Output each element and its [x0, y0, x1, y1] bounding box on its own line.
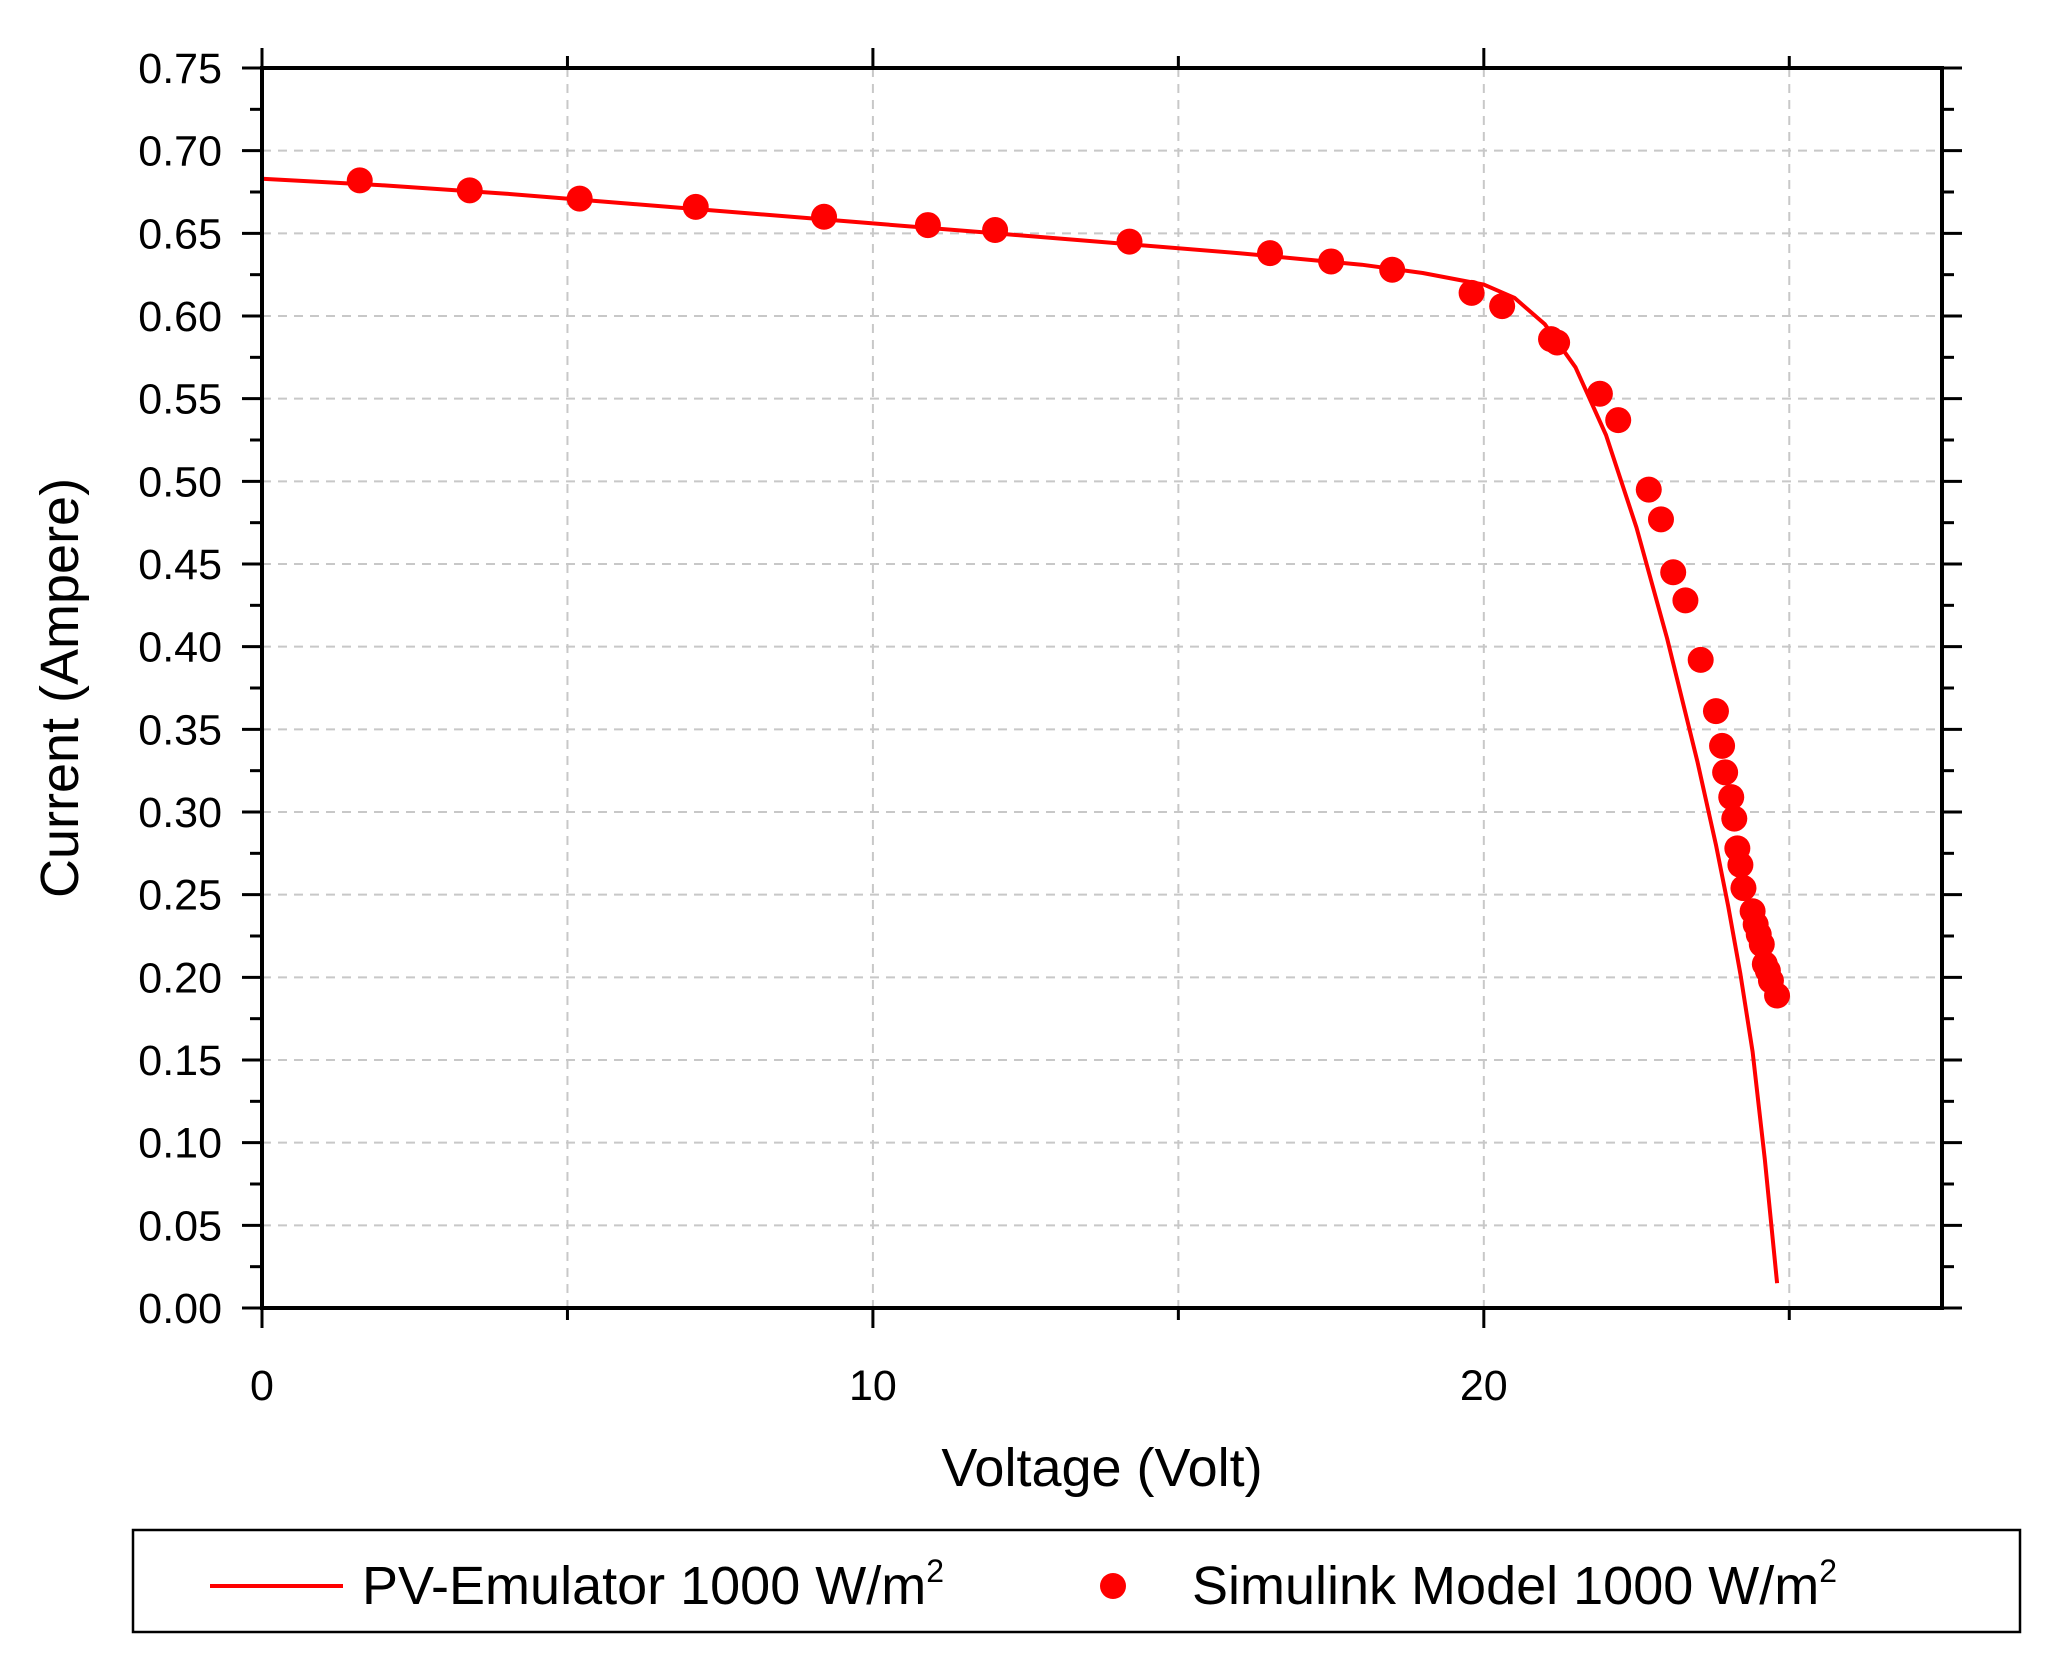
data-point-simulink	[456, 177, 483, 204]
data-point-simulink	[1672, 587, 1699, 614]
y-tick-label: 0.40	[138, 624, 222, 672]
data-point-simulink	[346, 167, 373, 194]
y-tick-label: 0.00	[138, 1285, 222, 1333]
data-point-simulink	[982, 217, 1009, 244]
data-point-simulink	[1764, 982, 1791, 1009]
data-point-simulink	[1544, 329, 1571, 356]
y-tick-label: 0.20	[138, 954, 222, 1002]
x-tick-label: 10	[849, 1362, 897, 1410]
data-point-simulink	[1586, 380, 1613, 407]
legend-box	[131, 1528, 2022, 1634]
data-point-simulink	[1116, 228, 1143, 255]
data-point-simulink	[1489, 293, 1516, 320]
data-point-simulink	[1458, 279, 1485, 306]
legend: PV-Emulator 1000 W/m2 Simulink Model 100…	[131, 1528, 2022, 1634]
data-point-simulink	[1635, 476, 1662, 503]
data-point-simulink	[1605, 407, 1632, 434]
data-point-simulink	[914, 212, 941, 239]
data-point-simulink	[811, 203, 838, 230]
legend-marker-swatch	[1100, 1573, 1126, 1599]
grid-lines	[262, 68, 1942, 1308]
y-tick-label: 0.30	[138, 789, 222, 837]
y-tick-label: 0.45	[138, 541, 222, 589]
y-tick-label: 0.75	[138, 45, 222, 93]
y-tick-label: 0.55	[138, 376, 222, 424]
data-point-simulink	[1709, 732, 1736, 759]
y-tick-label: 0.60	[138, 293, 222, 341]
x-tick-label: 0	[250, 1362, 274, 1410]
data-point-simulink	[1727, 851, 1754, 878]
data-point-simulink	[1687, 646, 1714, 673]
data-point-simulink	[1318, 248, 1345, 275]
legend-label-pv-emulator: PV-Emulator 1000 W/m2	[362, 1553, 944, 1616]
y-tick-label: 0.05	[138, 1202, 222, 1250]
data-point-simulink	[1712, 759, 1739, 786]
data-point-simulink	[1647, 506, 1674, 533]
plot-data	[261, 167, 1791, 1284]
legend-label-simulink-model: Simulink Model 1000 W/m2	[1192, 1553, 1837, 1616]
data-point-simulink	[1702, 698, 1729, 725]
y-tick-label: 0.25	[138, 872, 222, 920]
y-tick-label: 0.50	[138, 458, 222, 506]
data-point-simulink	[1660, 559, 1687, 586]
data-point-simulink	[1730, 875, 1757, 902]
data-point-simulink	[1718, 784, 1745, 811]
axis-ticks: 0 10 20 0.00 0.05 0.10 0.15 0.20 0.25 0.30 0.35 0.4…	[138, 45, 1962, 1410]
data-point-simulink	[1257, 240, 1283, 267]
data-point-simulink	[1379, 256, 1406, 283]
y-tick-label: 0.15	[138, 1037, 222, 1085]
data-point-simulink	[682, 193, 709, 220]
y-tick-label: 0.70	[138, 128, 222, 176]
x-tick-label: 20	[1460, 1362, 1508, 1410]
data-point-simulink	[1721, 805, 1748, 832]
y-tick-label: 0.35	[138, 706, 222, 754]
y-tick-label: 0.10	[138, 1120, 222, 1168]
series-line-pv-emulator	[261, 176, 1780, 1284]
data-point-simulink	[1748, 931, 1775, 958]
data-point-simulink	[566, 185, 593, 212]
y-tick-label: 0.65	[138, 210, 222, 258]
x-axis-title: Voltage (Volt)	[941, 1438, 1262, 1498]
y-axis-title: Current (Ampere)	[30, 478, 90, 898]
